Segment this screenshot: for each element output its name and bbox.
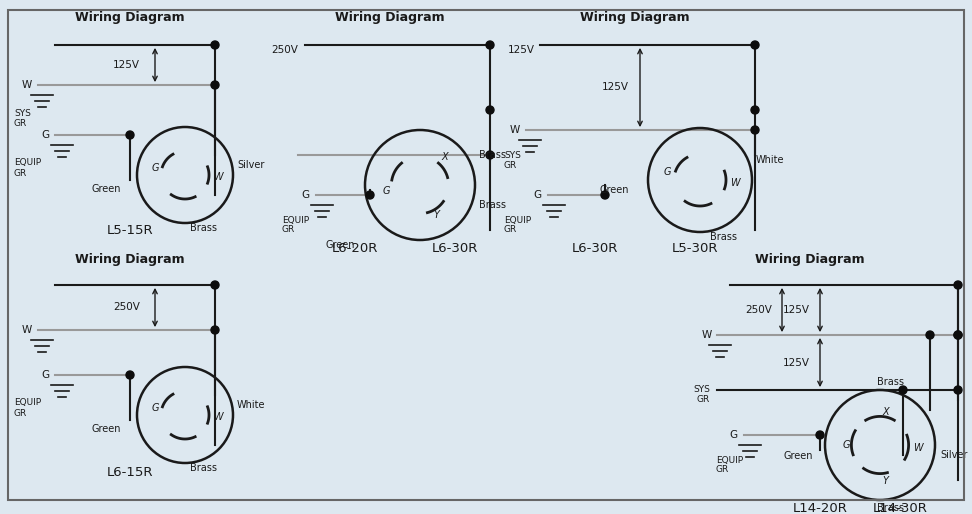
Text: GR: GR [282, 226, 295, 234]
Text: W: W [213, 172, 223, 182]
Circle shape [211, 81, 219, 89]
Text: X: X [441, 153, 448, 162]
Text: G: G [42, 130, 50, 140]
Text: W: W [913, 443, 922, 453]
Text: 125V: 125V [783, 358, 810, 368]
Text: L5-15R: L5-15R [107, 224, 154, 236]
Text: EQUIP: EQUIP [282, 215, 309, 225]
Text: GR: GR [504, 226, 517, 234]
Text: W: W [213, 412, 223, 423]
Text: Y: Y [883, 476, 888, 486]
Text: L6-30R: L6-30R [572, 242, 618, 254]
Text: W: W [21, 325, 32, 335]
Text: Wiring Diagram: Wiring Diagram [335, 11, 445, 25]
Text: White: White [237, 400, 265, 410]
Text: GR: GR [14, 119, 27, 127]
Circle shape [126, 371, 134, 379]
Circle shape [486, 151, 494, 159]
Text: G: G [664, 167, 672, 177]
Circle shape [954, 331, 962, 339]
Text: Brass: Brass [479, 150, 506, 160]
Circle shape [816, 431, 824, 439]
Text: 250V: 250V [271, 45, 298, 55]
Text: 125V: 125V [602, 83, 629, 93]
Text: SYS: SYS [14, 108, 31, 118]
Text: White: White [756, 155, 784, 165]
Text: W: W [731, 178, 740, 188]
Circle shape [486, 41, 494, 49]
Circle shape [954, 281, 962, 289]
Text: L6-30R: L6-30R [432, 242, 478, 254]
Text: 250V: 250V [113, 303, 140, 313]
Text: Wiring Diagram: Wiring Diagram [75, 11, 185, 25]
Text: Brass: Brass [878, 503, 905, 513]
Circle shape [366, 191, 374, 199]
Text: Brass: Brass [878, 377, 905, 387]
Text: G: G [730, 430, 738, 440]
Text: GR: GR [716, 466, 729, 474]
Text: X: X [883, 407, 888, 417]
Text: G: G [152, 163, 159, 173]
Text: Brass: Brass [190, 463, 217, 473]
Text: GR: GR [697, 395, 710, 405]
Text: W: W [509, 125, 520, 135]
Circle shape [954, 386, 962, 394]
Text: EQUIP: EQUIP [504, 215, 531, 225]
Text: Wiring Diagram: Wiring Diagram [75, 253, 185, 266]
Text: L5-30R: L5-30R [672, 242, 718, 254]
Text: L14-30R: L14-30R [873, 502, 927, 514]
Text: EQUIP: EQUIP [716, 455, 744, 465]
Text: Brass: Brass [479, 200, 506, 210]
Circle shape [954, 331, 962, 339]
Circle shape [926, 331, 934, 339]
Circle shape [126, 131, 134, 139]
Text: G: G [842, 440, 850, 450]
Text: L6-15R: L6-15R [107, 467, 154, 480]
Text: G: G [152, 403, 159, 413]
Text: Green: Green [92, 425, 122, 434]
Text: GR: GR [14, 409, 27, 417]
Text: 125V: 125V [783, 305, 810, 315]
Text: L6-20R: L6-20R [331, 242, 378, 254]
Text: G: G [534, 190, 542, 200]
Text: Brass: Brass [190, 223, 217, 233]
Circle shape [211, 281, 219, 289]
Text: Green: Green [325, 240, 355, 250]
Text: SYS: SYS [504, 151, 521, 159]
Text: Wiring Diagram: Wiring Diagram [755, 253, 865, 266]
Circle shape [486, 106, 494, 114]
Text: GR: GR [14, 169, 27, 177]
Circle shape [751, 126, 759, 134]
Text: Green: Green [92, 185, 122, 194]
Text: Silver: Silver [237, 160, 264, 170]
Circle shape [601, 191, 609, 199]
Text: 250V: 250V [745, 305, 772, 315]
Text: W: W [21, 80, 32, 90]
Text: 125V: 125V [113, 60, 140, 70]
Text: Silver: Silver [940, 450, 967, 460]
Text: EQUIP: EQUIP [14, 398, 41, 408]
Text: L14-20R: L14-20R [792, 502, 848, 514]
Text: SYS: SYS [693, 386, 710, 395]
Circle shape [211, 41, 219, 49]
Text: Green: Green [783, 451, 813, 461]
Circle shape [899, 386, 907, 394]
Text: Wiring Diagram: Wiring Diagram [580, 11, 690, 25]
Text: GR: GR [504, 160, 517, 170]
Circle shape [211, 326, 219, 334]
Circle shape [751, 106, 759, 114]
Text: G: G [382, 186, 390, 195]
Text: G: G [42, 370, 50, 380]
Text: Brass: Brass [710, 232, 737, 242]
Text: Green: Green [600, 186, 630, 195]
Circle shape [751, 41, 759, 49]
Text: EQUIP: EQUIP [14, 158, 41, 168]
Text: W: W [702, 330, 712, 340]
Text: G: G [302, 190, 310, 200]
Text: 125V: 125V [508, 45, 535, 55]
Text: Y: Y [434, 210, 439, 221]
